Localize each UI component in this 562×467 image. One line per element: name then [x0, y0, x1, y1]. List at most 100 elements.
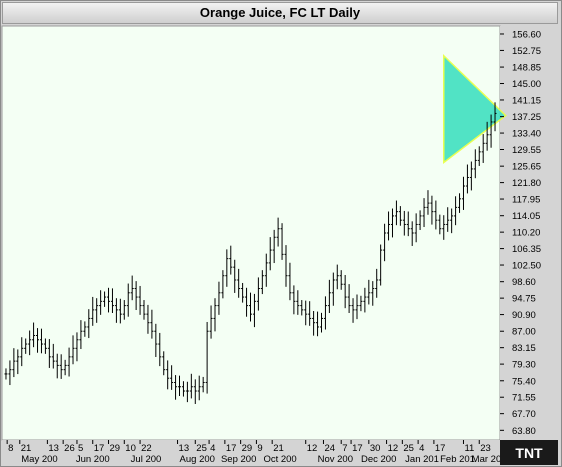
x-day-label: 13	[179, 443, 190, 454]
x-month-label: Aug 200	[180, 454, 215, 465]
tnt-logo-text: TNT	[515, 445, 543, 461]
ohlc-bar	[162, 351, 166, 376]
ohlc-bar	[280, 223, 284, 260]
y-axis-panel	[500, 26, 558, 440]
ohlc-bar	[20, 337, 24, 367]
ohlc-bar	[398, 206, 402, 226]
ohlc-bar	[383, 223, 387, 262]
ohlc-bar	[312, 311, 316, 336]
x-axis-panel	[2, 440, 500, 465]
ohlc-bar	[174, 375, 178, 400]
y-tick-label: 90.90	[512, 310, 536, 321]
y-tick-label: 137.25	[512, 112, 541, 123]
ohlc-bar	[481, 134, 485, 163]
ohlc-bar	[91, 296, 95, 326]
ohlc-bar	[276, 217, 280, 247]
ohlc-bar	[12, 348, 16, 378]
ohlc-bar	[418, 210, 422, 231]
ohlc-bar	[178, 375, 182, 397]
ohlc-bar	[473, 149, 477, 179]
y-tick-label: 121.80	[512, 178, 541, 189]
ohlc-bar	[304, 300, 308, 326]
ohlc-bar	[296, 290, 300, 315]
x-day-label: 24	[324, 443, 335, 454]
y-tick-label: 125.65	[512, 162, 541, 173]
ohlc-bar	[79, 320, 83, 350]
x-day-label: 29	[110, 443, 121, 454]
ohlc-bar	[107, 287, 111, 313]
ohlc-bar	[71, 335, 75, 365]
ohlc-bar	[63, 359, 67, 376]
x-axis-ticks: 8 21 13 26 5 17 29 10 22 13 25 4 17 29 9 21 12 24 7 17 30 12 2…	[6, 440, 507, 465]
y-tick-label: 98.60	[512, 277, 536, 288]
ohlc-bar	[28, 330, 32, 356]
y-tick-label: 79.30	[512, 360, 536, 371]
ohlc-bar	[51, 343, 55, 369]
ohlc-bar	[359, 295, 363, 312]
ohlc-bar	[55, 353, 59, 379]
x-month-label: Jul 200	[131, 454, 162, 465]
ohlc-bar	[446, 207, 450, 232]
ohlc-bar	[375, 268, 379, 298]
y-tick-label: 145.00	[512, 79, 541, 90]
ohlc-bar	[300, 300, 304, 316]
x-day-label: 4	[210, 443, 215, 454]
ohlc-bar	[284, 245, 288, 287]
ohlc-bar	[355, 294, 359, 320]
x-day-label: 25	[403, 443, 414, 454]
ohlc-bar	[95, 298, 99, 323]
ohlc-bar	[130, 275, 134, 301]
ohlc-bar	[394, 200, 398, 226]
x-day-label: 12	[307, 443, 318, 454]
ohlc-bar	[390, 208, 394, 238]
x-day-label: 4	[419, 443, 424, 454]
y-tick-label: 83.15	[512, 343, 536, 354]
ohlc-bar	[43, 338, 47, 354]
x-month-label: Sep 200	[221, 454, 256, 465]
ohlc-bar	[379, 244, 383, 286]
x-month-label: Feb 201	[440, 454, 475, 465]
ohlc-bar	[268, 237, 272, 271]
ohlc-bar	[347, 284, 351, 314]
ohlc-bar	[87, 309, 91, 339]
x-day-label: 17	[435, 443, 446, 454]
x-day-label: 17	[94, 443, 105, 454]
x-month-label: Oct 200	[263, 454, 296, 465]
y-tick-label: 152.75	[512, 46, 541, 57]
ohlc-bar	[477, 146, 481, 166]
ohlc-bar	[189, 373, 193, 399]
y-tick-label: 133.40	[512, 129, 541, 140]
ohlc-bar	[134, 281, 138, 311]
ohlc-bar	[193, 379, 197, 404]
y-tick-label: 87.00	[512, 327, 536, 338]
ohlc-bar	[367, 279, 371, 305]
x-day-label: 21	[21, 443, 32, 454]
ohlc-bar	[99, 290, 103, 315]
x-day-label: 12	[388, 443, 399, 454]
ohlc-bar	[410, 221, 414, 246]
ohlc-bar	[387, 211, 391, 241]
ohlc-bar	[485, 121, 489, 151]
ohlc-bar	[461, 176, 465, 210]
ohlc-bar	[402, 210, 406, 236]
x-month-label: Dec 200	[361, 454, 396, 465]
ohlc-bar	[343, 274, 347, 309]
x-day-label: 22	[141, 443, 152, 454]
x-day-label: 8	[8, 443, 13, 454]
ohlc-bar	[225, 249, 229, 287]
ohlc-bar	[458, 193, 462, 213]
ohlc-bar	[319, 312, 323, 333]
x-month-label: Jan 201	[405, 454, 439, 465]
x-day-label: 25	[196, 443, 207, 454]
ohlc-bar	[170, 365, 174, 390]
ohlc-bar	[110, 288, 114, 314]
y-tick-label: 117.95	[512, 195, 540, 206]
ohlc-bar	[430, 195, 434, 225]
ohlc-bar	[264, 253, 268, 287]
ohlc-bar	[229, 245, 233, 275]
ohlc-bar	[272, 229, 276, 264]
x-day-label: 10	[125, 443, 136, 454]
ohlc-bar	[142, 300, 146, 320]
x-day-label: 11	[464, 443, 474, 454]
